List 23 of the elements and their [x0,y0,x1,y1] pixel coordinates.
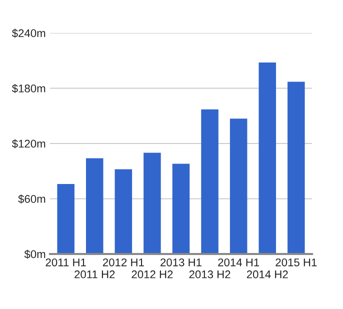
x-tick-label: 2013 H2 [189,270,230,278]
x-tick-label: 2011 H1 [46,258,86,266]
x-tick-label: 2012 H1 [102,258,144,266]
x-tick-label: 2015 H1 [276,258,317,266]
x-tick-label: 2011 H2 [74,270,115,278]
bar [86,158,104,254]
bar [230,118,248,254]
y-tick-label: $180m [12,84,46,94]
x-tick-label: 2014 H2 [246,270,288,278]
bar [144,152,161,254]
y-tick-label: $60m [18,194,46,204]
bar [172,164,190,254]
bar [114,169,132,254]
y-tick-label: $240m [12,28,46,38]
x-tick-label: 2012 H2 [132,270,173,278]
x-tick-label: 2014 H1 [218,258,260,266]
y-tick-label: $120m [12,139,46,148]
bar [57,184,74,254]
y-tick-label: $0m [24,250,46,259]
x-tick-label: 2013 H1 [160,258,202,266]
bar [288,82,305,254]
bar [201,109,218,254]
bar [258,62,276,254]
